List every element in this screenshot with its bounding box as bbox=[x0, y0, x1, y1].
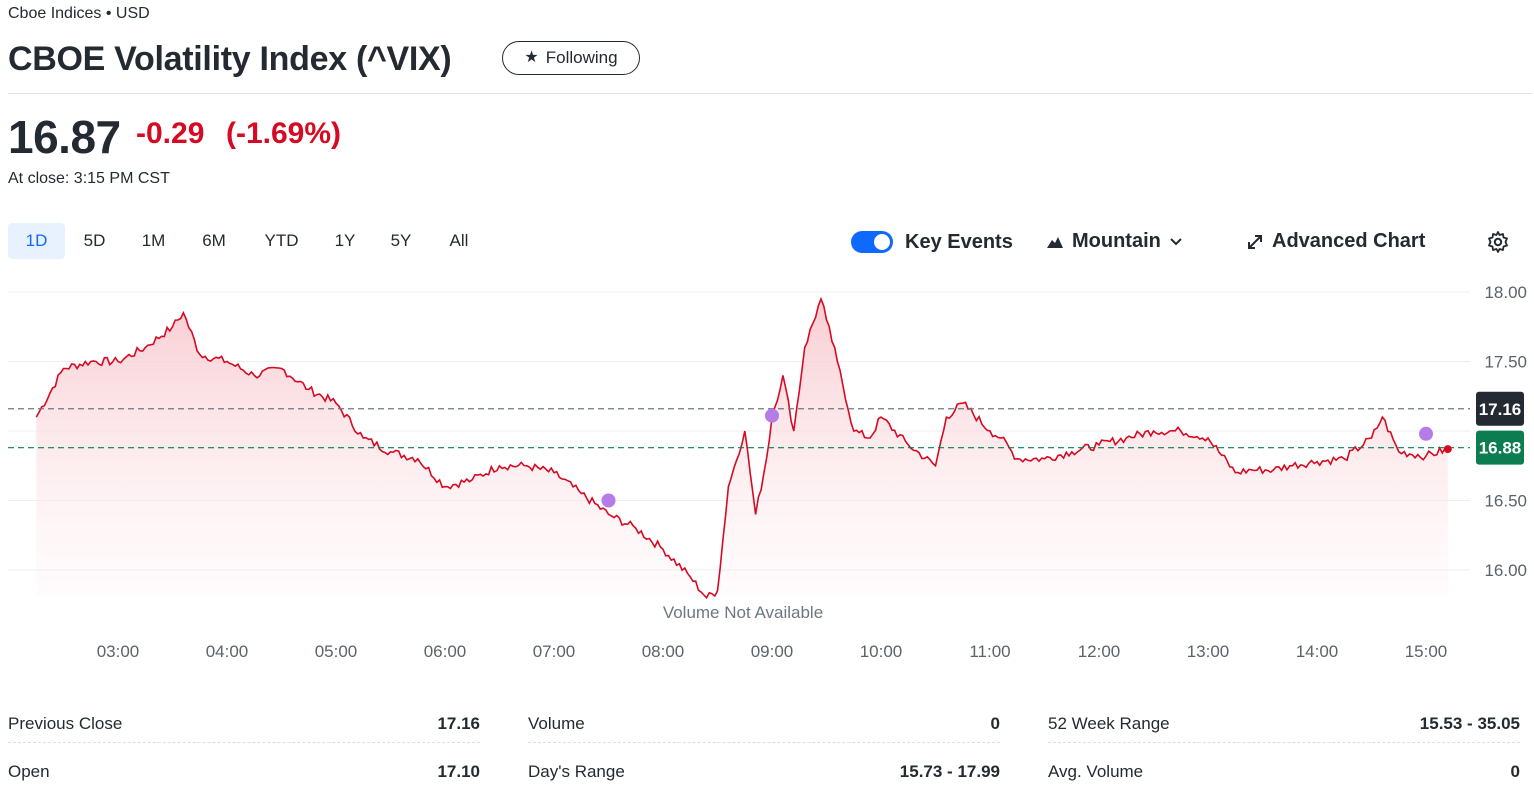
range-6m[interactable]: 6M bbox=[202, 231, 226, 250]
x-tick-label: 09:00 bbox=[751, 642, 794, 661]
stat-label: Avg. Volume bbox=[1048, 762, 1144, 781]
previous-close-tag-bg bbox=[1476, 391, 1524, 426]
header-divider bbox=[8, 93, 1532, 94]
x-tick-label: 03:00 bbox=[97, 642, 140, 661]
y-tick-label: 17.50 bbox=[1484, 353, 1527, 372]
chevron-down-icon bbox=[1170, 237, 1182, 245]
mountain-icon bbox=[1047, 236, 1063, 248]
stat-value: 0 bbox=[990, 713, 1000, 733]
expand-icon bbox=[1248, 234, 1262, 249]
stat-value: 0 bbox=[1510, 762, 1520, 781]
current-price-tag: 16.88 bbox=[1476, 430, 1524, 465]
key-events-label: Key Events bbox=[905, 231, 1013, 253]
x-tick-label: 04:00 bbox=[206, 642, 249, 661]
stat-label: Previous Close bbox=[8, 713, 123, 733]
page-title: CBOE Volatility Index (^VIX) bbox=[8, 40, 452, 78]
x-tick-label: 05:00 bbox=[315, 642, 358, 661]
x-tick-label: 11:00 bbox=[969, 642, 1010, 661]
x-tick-label: 14:00 bbox=[1296, 642, 1339, 661]
x-tick-label: 10:00 bbox=[860, 642, 903, 661]
key-event-marker[interactable] bbox=[601, 493, 616, 508]
stat-value: 17.16 bbox=[437, 713, 480, 733]
price-change-percent: (-1.69%) bbox=[226, 117, 342, 150]
key-event-marker[interactable] bbox=[765, 408, 779, 423]
stat-days-range: Day's Range 15.73 - 17.99 bbox=[528, 753, 1000, 791]
x-tick-label: 12:00 bbox=[1078, 642, 1121, 661]
stat-open: Open 17.10 bbox=[8, 753, 480, 791]
chart-type-label: Mountain bbox=[1072, 230, 1161, 252]
following-button[interactable]: ★ Following bbox=[502, 41, 640, 75]
range-1d[interactable]: 1D bbox=[8, 223, 65, 259]
price-change: -0.29 bbox=[136, 117, 205, 150]
key-event-marker[interactable] bbox=[1419, 426, 1433, 441]
range-1y[interactable]: 1Y bbox=[334, 231, 356, 250]
close-time-label: At close: 3:15 PM CST bbox=[8, 170, 170, 187]
key-events-toggle[interactable] bbox=[851, 231, 893, 253]
stat-value: 15.53 - 35.05 bbox=[1419, 713, 1520, 733]
range-ytd[interactable]: YTD bbox=[264, 231, 299, 250]
stat-52-week-range: 52 Week Range 15.53 - 35.05 bbox=[1048, 705, 1520, 743]
x-tick-label: 15:00 bbox=[1405, 642, 1448, 661]
y-tick-label: 18.00 bbox=[1484, 283, 1527, 302]
volume-not-available: Volume Not Available bbox=[663, 603, 823, 622]
range-1m[interactable]: 1M bbox=[141, 231, 166, 250]
x-tick-label: 08:00 bbox=[642, 642, 685, 661]
x-tick-label: 13:00 bbox=[1187, 642, 1230, 661]
price-chart[interactable]: 18.00 17.50 16.50 16.00 03:00 04:00 05:00 06:0… bbox=[0, 275, 1534, 675]
star-icon: ★ bbox=[524, 49, 539, 66]
previous-close-tag-label: 17.16 bbox=[1479, 400, 1522, 419]
x-tick-label: 06:00 bbox=[424, 642, 467, 661]
stat-label: 52 Week Range bbox=[1048, 713, 1170, 733]
gear-icon[interactable] bbox=[1486, 230, 1510, 254]
range-all[interactable]: All bbox=[449, 231, 469, 250]
advanced-chart-label: Advanced Chart bbox=[1272, 230, 1426, 252]
stat-volume: Volume 0 bbox=[528, 705, 1000, 743]
price-value: 16.87 bbox=[8, 111, 121, 163]
stat-label: Open bbox=[8, 762, 50, 781]
toggle-knob bbox=[874, 234, 890, 250]
last-price-dot bbox=[1443, 445, 1452, 454]
stat-avg-volume: Avg. Volume 0 bbox=[1048, 753, 1520, 791]
stat-value: 17.10 bbox=[437, 762, 480, 781]
advanced-chart-button[interactable]: Advanced Chart bbox=[1246, 230, 1425, 253]
range-5d[interactable]: 5D bbox=[83, 231, 106, 250]
current-price-tag-label: 16.88 bbox=[1479, 439, 1522, 458]
following-label: Following bbox=[545, 48, 618, 67]
current-price-tag-bg bbox=[1476, 430, 1524, 465]
previous-close-tag: 17.16 bbox=[1476, 391, 1524, 426]
stat-label: Volume bbox=[528, 713, 585, 733]
stat-previous-close: Previous Close 17.16 bbox=[8, 705, 480, 743]
range-selector: 1D 5D 1M 6M YTD 1Y 5Y All bbox=[8, 223, 488, 259]
x-tick-label: 07:00 bbox=[533, 642, 576, 661]
stat-label: Day's Range bbox=[528, 762, 625, 781]
exchange-label: Cboe Indices • USD bbox=[8, 5, 150, 22]
chart-type-dropdown[interactable]: Mountain bbox=[1046, 230, 1183, 253]
y-tick-label: 16.00 bbox=[1484, 561, 1527, 580]
chart-price-line bbox=[35, 296, 1449, 600]
stat-value: 15.73 - 17.99 bbox=[899, 762, 1000, 781]
range-5y[interactable]: 5Y bbox=[390, 231, 412, 250]
chart-area-fill bbox=[36, 299, 1448, 598]
y-tick-label: 16.50 bbox=[1484, 492, 1527, 511]
